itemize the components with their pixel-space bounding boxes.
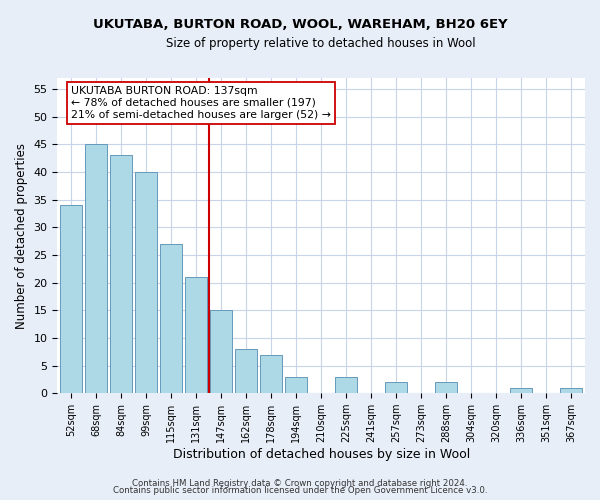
Text: Contains public sector information licensed under the Open Government Licence v3: Contains public sector information licen… <box>113 486 487 495</box>
Bar <box>385 382 407 393</box>
Text: UKUTABA, BURTON ROAD, WOOL, WAREHAM, BH20 6EY: UKUTABA, BURTON ROAD, WOOL, WAREHAM, BH2… <box>92 18 508 30</box>
Bar <box>60 205 82 393</box>
Y-axis label: Number of detached properties: Number of detached properties <box>15 142 28 328</box>
Text: UKUTABA BURTON ROAD: 137sqm
← 78% of detached houses are smaller (197)
21% of se: UKUTABA BURTON ROAD: 137sqm ← 78% of det… <box>71 86 331 120</box>
Bar <box>335 376 358 393</box>
Bar <box>260 354 283 393</box>
Bar <box>135 172 157 393</box>
Bar <box>285 376 307 393</box>
Text: Contains HM Land Registry data © Crown copyright and database right 2024.: Contains HM Land Registry data © Crown c… <box>132 478 468 488</box>
Bar <box>85 144 107 393</box>
Bar <box>235 349 257 393</box>
Bar <box>435 382 457 393</box>
Title: Size of property relative to detached houses in Wool: Size of property relative to detached ho… <box>166 38 476 51</box>
Bar <box>185 277 208 393</box>
Bar <box>510 388 532 393</box>
Bar <box>160 244 182 393</box>
X-axis label: Distribution of detached houses by size in Wool: Distribution of detached houses by size … <box>173 448 470 461</box>
Bar <box>110 156 133 393</box>
Bar <box>210 310 232 393</box>
Bar <box>560 388 583 393</box>
